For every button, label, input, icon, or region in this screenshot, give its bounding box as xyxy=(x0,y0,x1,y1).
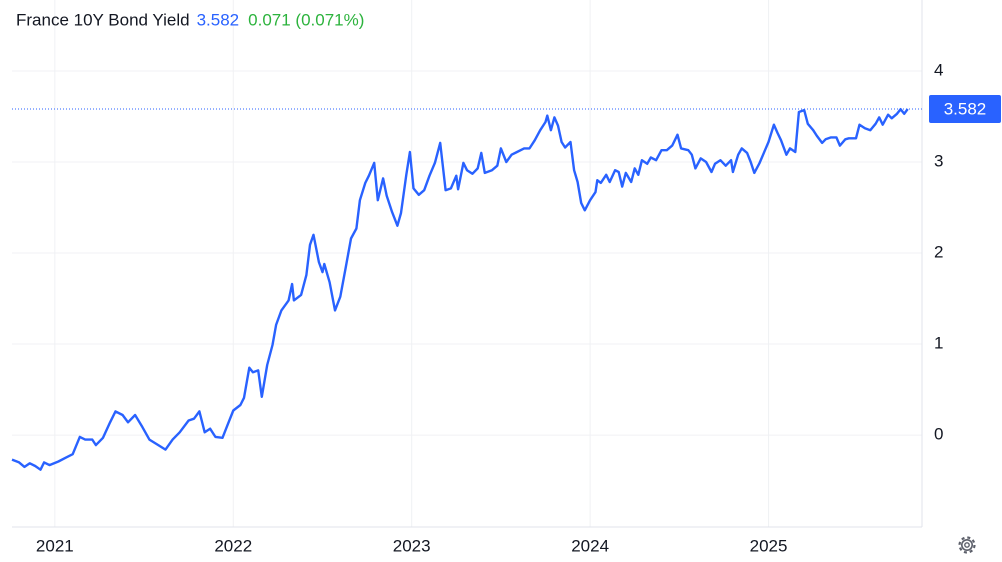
gear-hole[interactable] xyxy=(964,542,970,548)
y-tick-label: 2 xyxy=(934,243,943,262)
change: 0.071 (0.071%) xyxy=(248,10,364,29)
last-value: 3.582 xyxy=(197,10,240,29)
y-tick-label: 1 xyxy=(934,334,943,353)
y-tick-label: 3 xyxy=(934,151,943,170)
gear-body[interactable] xyxy=(961,539,973,551)
x-tick-label: 2023 xyxy=(393,536,431,555)
y-tick-label: 4 xyxy=(934,60,943,79)
x-tick-label: 2024 xyxy=(571,536,609,555)
last-value-tag-label: 3.582 xyxy=(944,100,987,119)
y-tick-label: 0 xyxy=(934,425,943,444)
line-series xyxy=(11,108,909,471)
gear-teeth[interactable] xyxy=(958,536,976,554)
last-value-tag xyxy=(929,95,1001,124)
x-tick-label: 2022 xyxy=(214,536,252,555)
x-tick-label: 2021 xyxy=(36,536,74,555)
chart-title: France 10Y Bond Yield xyxy=(16,10,190,29)
x-tick-label: 2025 xyxy=(750,536,788,555)
settings-button[interactable] xyxy=(958,536,976,554)
grid xyxy=(12,0,922,527)
